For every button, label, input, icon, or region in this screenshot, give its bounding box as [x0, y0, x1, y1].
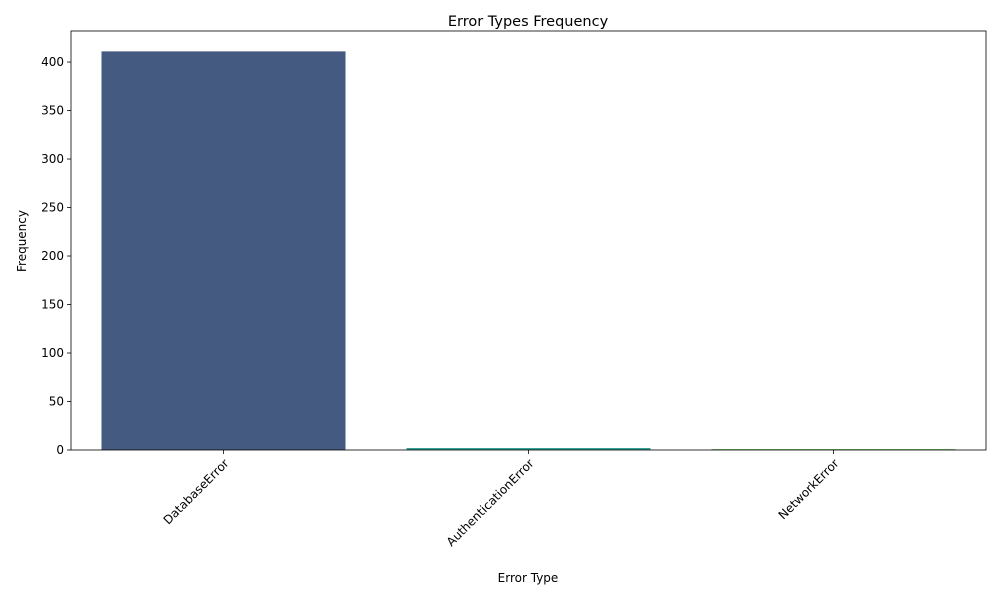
x-axis-label: Error Type — [498, 571, 559, 585]
y-axis: 0 50 100 150 200 250 300 350 400 — [41, 55, 71, 457]
y-tick-label: 0 — [56, 443, 64, 457]
bar-DatabaseError — [101, 51, 346, 451]
y-tick-label: 50 — [49, 395, 64, 409]
x-tick-label-NetworkError: NetworkError — [776, 456, 842, 522]
x-axis: DatabaseError AuthenticationError NetworkE… — [161, 450, 842, 549]
y-tick-label: 150 — [41, 298, 64, 312]
y-tick-label: 400 — [41, 55, 64, 69]
x-tick-label-AuthenticationError: AuthenticationError — [444, 456, 537, 549]
y-tick-label: 350 — [41, 104, 64, 118]
y-tick-label: 100 — [41, 346, 64, 360]
bar-NetworkError — [711, 449, 956, 450]
y-tick-label: 250 — [41, 201, 64, 215]
bars-group — [101, 51, 956, 451]
chart-title: Error Types Frequency — [448, 14, 609, 30]
bar-AuthenticationError — [406, 448, 651, 450]
y-axis-label: Frequency — [15, 210, 29, 272]
x-tick-label-DatabaseError: DatabaseError — [161, 456, 232, 527]
y-tick-label: 300 — [41, 152, 64, 166]
plot-frame — [70, 30, 987, 451]
y-tick-label: 200 — [41, 249, 64, 263]
